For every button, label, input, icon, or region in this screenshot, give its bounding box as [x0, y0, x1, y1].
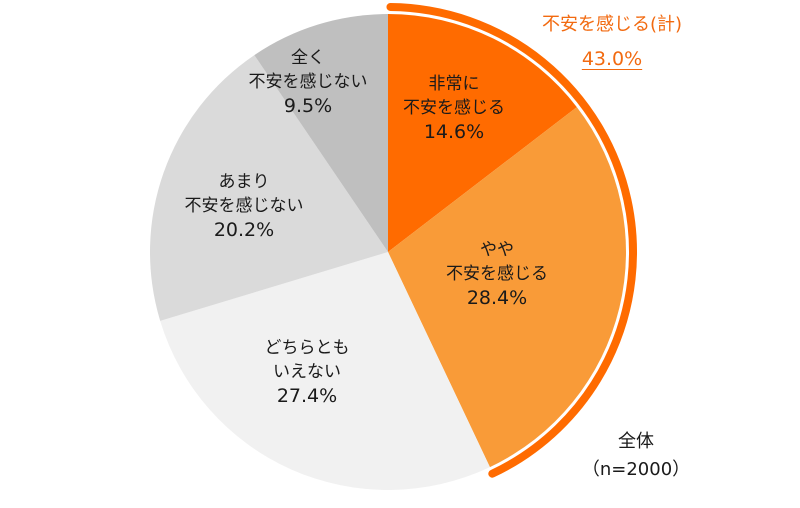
label-line: 全く [291, 48, 325, 68]
label-line: 不安を感じない [248, 72, 368, 92]
slice-label-somewhat-anxious: やや 不安を感じる 28.4% [446, 238, 548, 310]
label-line: いえない [273, 362, 341, 382]
label-line: 非常に [428, 74, 480, 94]
slice-label-not-anxious-at-all: 全く 不安を感じない 9.5% [249, 46, 368, 118]
pie-slice-not-anxious-at-all [254, 14, 388, 252]
group-arc-anxious-total [386, 3, 637, 478]
group-title: 不安を感じる(計) [541, 14, 683, 35]
label-line: 不安を感じる [403, 98, 505, 118]
value-label: 20.2% [213, 219, 275, 241]
value-label: 28.4% [466, 287, 528, 309]
pie-slice-somewhat-anxious [388, 107, 626, 468]
group-value: 43.0% [581, 48, 643, 70]
value-label: 14.6% [423, 121, 485, 143]
value-label: 9.5% [283, 95, 333, 117]
label-line: やや [480, 240, 514, 260]
label-line: どちらとも [264, 338, 350, 358]
slice-label-neutral: どちらとも いえない 27.4% [265, 336, 350, 408]
label-line: 不安を感じない [184, 196, 304, 216]
pie-slice-not-very-anxious [150, 55, 388, 321]
group-total-label: 不安を感じる(計) 43.0% [542, 10, 682, 70]
pie-slice-neutral [160, 252, 490, 491]
label-line: あまり [218, 172, 270, 192]
pie-slice-very-anxious [388, 14, 577, 252]
base-n: （n=2000） [581, 459, 691, 480]
value-label: 27.4% [276, 385, 338, 407]
base-title: 全体 [618, 431, 654, 452]
label-line: 不安を感じる [446, 264, 548, 284]
slice-label-very-anxious: 非常に 不安を感じる 14.6% [403, 72, 505, 144]
slice-label-not-very-anxious: あまり 不安を感じない 20.2% [185, 170, 304, 242]
sample-base: 全体 （n=2000） [582, 428, 690, 484]
